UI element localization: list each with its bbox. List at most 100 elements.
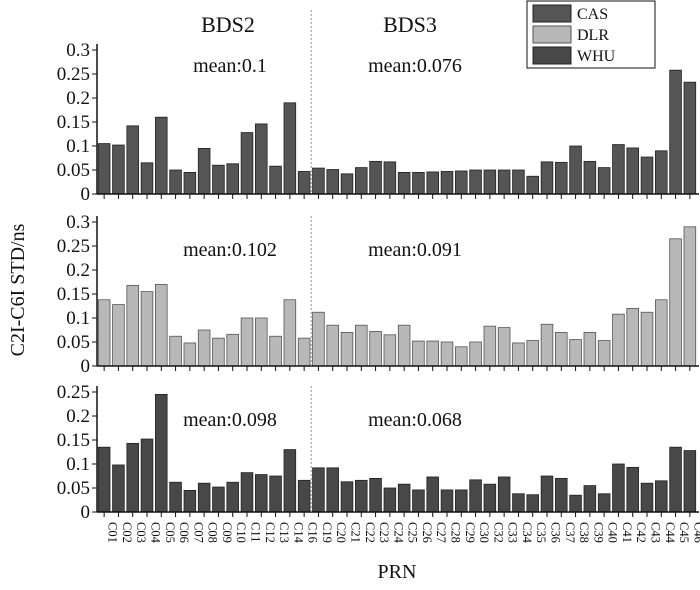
y-axis-label: C2I-C6I STD/ns [7,223,29,356]
bar-whu-C26 [412,489,425,513]
panel-dlr: 0 0.05 0.1 0.15 0.2 0.25 0.3 mean:0.102 mean:0.0… [57,212,699,377]
y-tick-label: 0.15 [57,112,90,133]
y-tick-label: 0.2 [66,406,90,427]
bar-cas-C01 [97,143,111,195]
bar-cas-C44 [655,150,668,195]
bar-dlr-C42 [626,307,639,367]
x-tick-label: C40 [606,522,620,543]
bar-cas-C06 [169,169,182,195]
mean-bds3-label: mean:0.076 [368,55,462,77]
y-tick-label: 0 [81,184,91,205]
bar-whu-C23 [369,477,382,513]
bar-cas-C39 [583,160,597,195]
y-tick-label: 0.1 [66,136,90,157]
bar-dlr-C34 [512,342,525,367]
bar-dlr-C04 [140,291,154,367]
bar-dlr-C35 [526,340,539,367]
y-tick-label: 0.1 [66,308,90,329]
y-tick-label: 0.2 [66,260,90,281]
y-tick-label: 0.3 [66,212,90,233]
bar-cas-C11 [240,132,254,195]
bar-whu-C42 [626,466,639,513]
bar-whu-C28 [440,489,454,513]
legend-label-whu: WHU [577,48,616,65]
bar-cas-C05 [155,116,168,195]
bar-dlr-C41 [612,313,625,367]
bar-cas-C46 [683,81,697,195]
x-tick-label: C13 [277,522,291,543]
y-tick-label: 0.3 [66,40,90,61]
bar-cas-C19 [312,167,325,195]
bar-dlr-C12 [255,317,268,367]
bar-whu-C04 [140,438,154,513]
bar-cas-C33 [497,169,511,195]
bar-cas-C03 [126,125,139,195]
bar-dlr-C21 [340,331,354,367]
x-tick-label: C20 [334,522,348,543]
bar-dlr-C23 [369,331,382,367]
legend-swatch-whu [532,46,572,65]
x-tick-label: C03 [134,522,148,543]
x-tick-label: C11 [249,522,263,542]
bar-cas-C41 [612,144,625,195]
bar-whu-C19 [312,467,325,513]
bar-dlr-C05 [155,283,168,367]
bar-dlr-C10 [226,333,239,367]
legend-label-cas: CAS [577,6,608,23]
bar-whu-C38 [569,494,582,513]
bar-whu-C30 [469,479,482,513]
x-tick-label: C06 [177,522,191,543]
bar-whu-C39 [583,485,597,513]
bar-dlr-C37 [555,331,568,367]
bar-dlr-C08 [197,329,211,367]
x-tick-label: C01 [106,522,120,543]
panel-cas: 0 0.05 0.1 0.15 0.2 0.25 0.3 mean:0.1 mean:0.076 [57,10,699,205]
x-tick-label: C02 [120,522,134,543]
x-tick-label: C12 [263,522,277,543]
mean-bds2-label: mean:0.098 [183,409,277,431]
bar-cas-C30 [469,169,482,195]
x-tick-label: C34 [520,522,534,544]
bar-dlr-C38 [569,339,582,367]
y-tick-label: 0.25 [57,64,90,85]
panels: 0 0.05 0.1 0.15 0.2 0.25 0.3 mean:0.1 mean:0.076… [57,10,699,523]
x-tick-label: C14 [291,522,305,544]
bar-cas-C38 [569,145,582,195]
bar-cas-C10 [226,163,239,195]
bar-whu-C11 [240,472,254,513]
bar-dlr-C36 [540,323,554,367]
x-tick-label: C24 [391,522,405,544]
x-tick-label: C09 [220,522,234,543]
x-tick-label: C08 [206,522,220,543]
x-tick-label: C22 [363,522,377,543]
group-label-bds3: BDS3 [383,12,437,37]
y-tick-label: 0.2 [66,88,90,109]
bar-whu-C06 [169,481,182,513]
x-tick-label: C38 [577,522,591,543]
bar-cas-C36 [540,161,554,195]
bar-cas-C12 [255,123,268,195]
x-tick-label: C23 [377,522,391,543]
bar-dlr-C29 [455,346,468,367]
bar-dlr-C32 [483,325,497,367]
bar-whu-C08 [197,482,211,513]
y-tick-label: 0.05 [57,478,90,499]
bar-whu-C16 [297,479,311,513]
bar-cas-C25 [397,171,411,195]
bar-whu-C43 [640,482,654,513]
y-tick-label: 0.15 [57,430,90,451]
bar-dlr-C33 [497,327,511,367]
bar-dlr-C46 [683,226,697,367]
y-tick-label: 0 [81,356,91,377]
bar-whu-C20 [326,467,339,513]
y-tick-label: 0.05 [57,332,90,353]
x-tick-labels: C01 C02 C03 C04 C05 C06 C07 C08 C09 C10 C11 C12 C13 C… [106,522,700,544]
bar-whu-C36 [540,475,554,513]
bar-cas-C14 [283,102,297,195]
bar-whu-C46 [683,450,697,513]
bar-whu-C21 [340,481,354,513]
bar-cas-C23 [369,160,382,195]
bar-whu-C03 [126,442,139,513]
bar-dlr-C16 [297,337,311,367]
bar-whu-C41 [612,463,625,513]
